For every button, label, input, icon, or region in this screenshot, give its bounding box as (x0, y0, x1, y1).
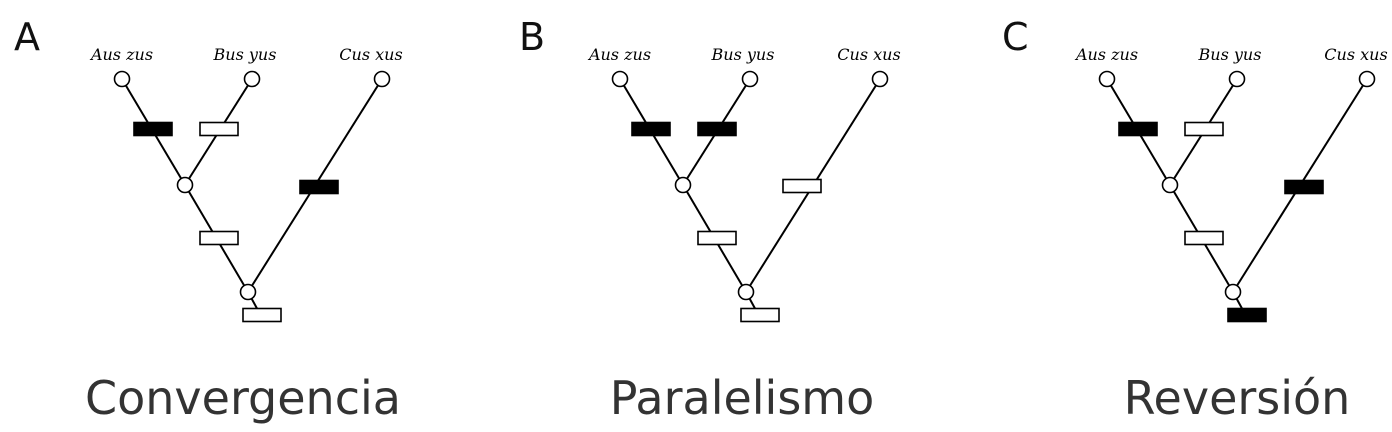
derived-state-marker-aus-zus-branch (631, 121, 671, 137)
tip-node-bus-yus (741, 70, 759, 88)
derived-state-marker-aus-zus-branch (1118, 121, 1158, 137)
internal-node (176, 176, 194, 194)
tip-node-bus-yus (1228, 70, 1246, 88)
derived-state-marker-cus-xus-branch (1284, 179, 1324, 195)
panel-a: A Aus zus Bus yus Cus xus Convergencia (14, 15, 403, 425)
ancestral-state-marker-cus-xus-branch (782, 178, 822, 194)
panel-caption: Reversión (1124, 371, 1351, 425)
root-node (1224, 283, 1242, 301)
derived-state-marker-aus-zus-branch (133, 121, 173, 137)
tip-node-aus-zus (1098, 70, 1116, 88)
ancestral-state-marker-inner-branch (199, 230, 239, 246)
taxon-label: Aus zus (89, 45, 153, 64)
taxon-label: Bus yus (711, 45, 775, 64)
taxon-label: Aus zus (587, 45, 651, 64)
internal-node (674, 176, 692, 194)
tip-node-cus-xus (373, 70, 391, 88)
panel-letter: C (1002, 15, 1029, 59)
panel-letter: A (14, 15, 40, 59)
ancestral-state-marker-inner-branch (697, 230, 737, 246)
derived-state-marker-bus-yus-branch (697, 121, 737, 137)
tip-node-cus-xus (1358, 70, 1376, 88)
panel-b: B Aus zus Bus yus Cus xus Paralelismo (519, 15, 901, 425)
root-node (239, 283, 257, 301)
ancestral-state-marker-bus-yus-branch (199, 121, 239, 137)
tip-node-cus-xus (871, 70, 889, 88)
tip-node-aus-zus (113, 70, 131, 88)
derived-state-marker-root-branch (1227, 307, 1267, 323)
ancestral-state-marker-root-branch (242, 307, 282, 323)
tip-node-bus-yus (243, 70, 261, 88)
ancestral-state-marker-inner-branch (1184, 230, 1224, 246)
panel-letter: B (519, 15, 545, 59)
ancestral-state-marker-root-branch (740, 307, 780, 323)
root-node (737, 283, 755, 301)
internal-node (1161, 176, 1179, 194)
taxon-label: Cus xus (837, 45, 900, 64)
taxon-label: Cus xus (339, 45, 402, 64)
panel-caption: Paralelismo (610, 371, 875, 425)
tip-node-aus-zus (611, 70, 629, 88)
panel-c: C Aus zus Bus yus Cus xus Reversión (1002, 15, 1388, 425)
taxon-label: Bus yus (1198, 45, 1262, 64)
derived-state-marker-cus-xus-branch (299, 179, 339, 195)
panel-caption: Convergencia (85, 371, 401, 425)
ancestral-state-marker-bus-yus-branch (1184, 121, 1224, 137)
taxon-label: Bus yus (213, 45, 277, 64)
taxon-label: Aus zus (1074, 45, 1138, 64)
taxon-label: Cus xus (1324, 45, 1387, 64)
